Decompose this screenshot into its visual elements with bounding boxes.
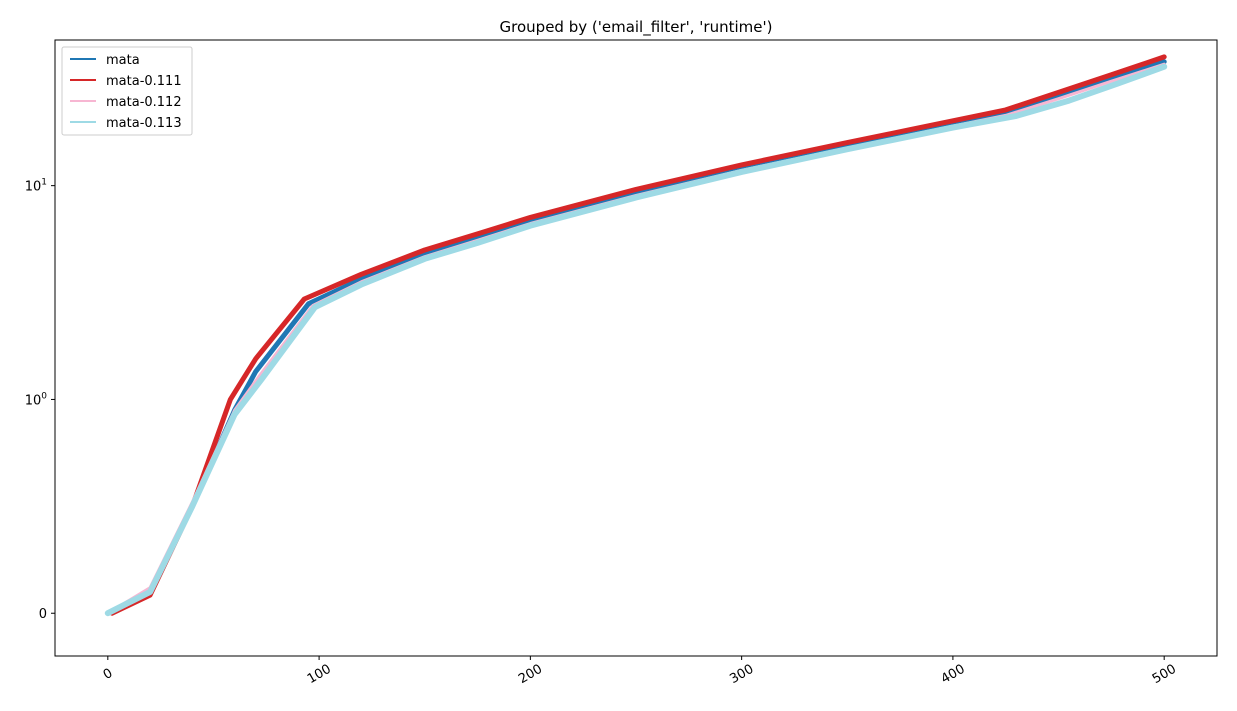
y-tick-label: 101 (25, 178, 47, 195)
series-layer (104, 54, 1168, 617)
y-axis: 0 100 101 (25, 178, 55, 622)
legend-label-0: mata (106, 53, 140, 68)
y-tick-label: 100 (25, 391, 48, 408)
plot-frame (54, 39, 1218, 657)
series-line-1 (109, 54, 1167, 616)
legend-label-3: mata-0.113 (106, 116, 182, 131)
legend: mata mata-0.111 mata-0.112 mata-0.113 (61, 46, 193, 136)
legend-box (61, 46, 193, 136)
chart-title: Grouped by ('email_filter', 'runtime') (500, 18, 773, 37)
y-tick-label: 0 (39, 607, 47, 622)
series-line-3 (104, 63, 1168, 617)
legend-label-2: mata-0.112 (106, 95, 182, 110)
legend-label-1: mata-0.111 (106, 74, 182, 89)
